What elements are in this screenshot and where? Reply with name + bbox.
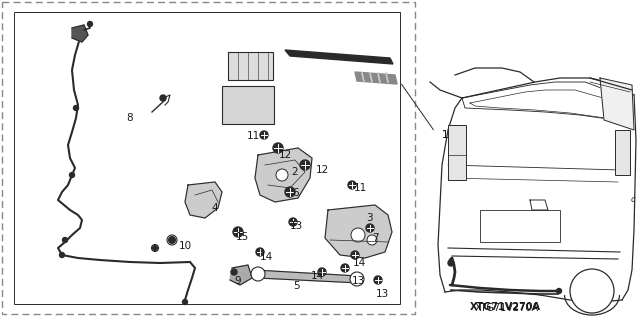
Text: 1: 1: [442, 130, 448, 140]
Circle shape: [276, 169, 288, 181]
Text: 2: 2: [292, 167, 298, 177]
Circle shape: [169, 237, 175, 243]
Circle shape: [289, 218, 297, 226]
Text: 12: 12: [316, 165, 328, 175]
Circle shape: [63, 238, 67, 242]
Circle shape: [153, 246, 157, 250]
Circle shape: [152, 244, 159, 251]
Polygon shape: [255, 148, 312, 202]
Circle shape: [260, 131, 268, 139]
Text: 13: 13: [351, 276, 365, 286]
Polygon shape: [285, 50, 393, 64]
Bar: [2, 2, 415, 314]
Text: 14: 14: [353, 258, 365, 268]
Circle shape: [160, 95, 166, 101]
Text: 12: 12: [278, 150, 292, 160]
Circle shape: [300, 160, 310, 170]
Polygon shape: [255, 270, 360, 283]
Text: 1: 1: [442, 130, 448, 140]
Text: 13: 13: [289, 221, 303, 231]
Text: 7: 7: [372, 233, 378, 243]
Polygon shape: [600, 78, 634, 130]
Bar: [448, 125, 466, 180]
Bar: [222, 86, 274, 124]
Bar: [480, 210, 560, 242]
Polygon shape: [230, 265, 252, 285]
Circle shape: [367, 235, 377, 245]
Text: 6: 6: [292, 188, 300, 198]
Circle shape: [374, 276, 382, 284]
Text: 5: 5: [292, 281, 300, 291]
Text: 14: 14: [310, 271, 324, 281]
Circle shape: [256, 248, 264, 256]
Text: 8: 8: [127, 113, 133, 123]
Circle shape: [167, 235, 177, 245]
Text: 15: 15: [236, 232, 248, 242]
Circle shape: [351, 228, 365, 242]
Polygon shape: [72, 25, 88, 42]
Text: XTG71V270A: XTG71V270A: [470, 302, 541, 312]
Text: 13: 13: [376, 289, 388, 299]
Circle shape: [285, 187, 295, 197]
Circle shape: [318, 268, 326, 276]
Text: XTG71V270A: XTG71V270A: [475, 303, 539, 313]
Text: 14: 14: [259, 252, 273, 262]
Text: 4: 4: [212, 203, 218, 213]
Circle shape: [74, 106, 79, 110]
Bar: [228, 52, 273, 80]
Text: 3: 3: [365, 213, 372, 223]
Circle shape: [251, 267, 265, 281]
Bar: [615, 130, 630, 175]
Circle shape: [233, 227, 243, 237]
Circle shape: [182, 300, 188, 305]
Circle shape: [557, 288, 561, 293]
Circle shape: [348, 181, 356, 189]
Polygon shape: [355, 72, 397, 84]
Circle shape: [88, 21, 93, 26]
Polygon shape: [325, 205, 392, 258]
Circle shape: [341, 264, 349, 272]
Text: 11: 11: [246, 131, 260, 141]
Circle shape: [60, 253, 65, 257]
Circle shape: [231, 269, 237, 275]
Circle shape: [366, 224, 374, 232]
Bar: [14, 12, 400, 304]
Circle shape: [570, 269, 614, 313]
Text: 10: 10: [179, 241, 191, 251]
Circle shape: [350, 272, 364, 286]
Circle shape: [70, 173, 74, 177]
Circle shape: [273, 143, 283, 153]
Circle shape: [351, 251, 359, 259]
Text: c: c: [630, 196, 636, 204]
Text: 9: 9: [235, 276, 241, 286]
Polygon shape: [185, 182, 222, 218]
Text: 11: 11: [353, 183, 367, 193]
Circle shape: [448, 260, 454, 266]
